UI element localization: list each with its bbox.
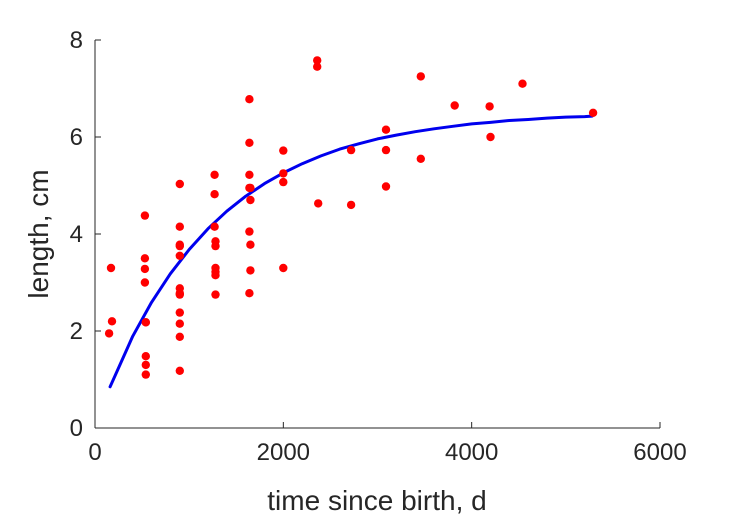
data-point: [140, 254, 150, 263]
data-point: [106, 263, 116, 273]
data-point: [381, 125, 391, 134]
data-point: [175, 319, 184, 328]
x-tick-label: 4000: [445, 439, 498, 466]
data-point: [175, 222, 184, 231]
data-point: [141, 352, 150, 361]
data-point: [141, 370, 150, 379]
data-point: [246, 240, 255, 249]
x-tick-label: 0: [88, 439, 101, 466]
x-tick-label: 6000: [633, 439, 686, 466]
data-point: [416, 154, 425, 163]
data-point: [346, 200, 356, 210]
y-axis-label: length, cm: [23, 169, 54, 298]
data-point: [175, 241, 184, 251]
data-point: [211, 267, 220, 276]
points-layer: [104, 56, 598, 379]
data-point: [246, 266, 255, 275]
data-point: [588, 108, 598, 118]
y-tick-label: 0: [70, 415, 83, 442]
data-point: [245, 289, 254, 298]
y-tick-label: 2: [70, 318, 83, 345]
data-point: [140, 211, 150, 220]
y-tick-label: 6: [70, 124, 83, 151]
data-point: [246, 195, 255, 205]
x-tick-label: 2000: [257, 439, 310, 466]
data-point: [210, 170, 219, 179]
data-point: [175, 332, 184, 341]
data-point: [450, 101, 459, 110]
data-point: [210, 190, 219, 199]
data-point: [107, 317, 117, 326]
data-point: [246, 183, 255, 193]
data-point: [313, 56, 322, 65]
data-point: [104, 329, 114, 338]
data-point: [279, 146, 288, 155]
data-point: [140, 264, 150, 274]
data-point: [279, 177, 288, 187]
y-tick-label: 8: [70, 27, 83, 54]
data-point: [141, 360, 150, 370]
data-point: [175, 308, 184, 317]
data-point: [313, 62, 322, 71]
y-tick-label: 4: [70, 221, 83, 248]
data-point: [175, 251, 184, 260]
data-point: [175, 179, 184, 189]
data-point: [381, 182, 391, 191]
data-point: [211, 290, 220, 299]
data-point: [175, 366, 184, 375]
data-point: [211, 241, 220, 251]
data-point: [245, 138, 254, 147]
data-point: [314, 199, 323, 208]
fit-curve: [108, 114, 594, 389]
data-point: [245, 170, 254, 179]
data-point: [518, 79, 527, 88]
y-ticks: 0 2 4 6 8: [70, 27, 101, 442]
data-point: [486, 132, 495, 142]
data-point: [381, 145, 391, 155]
data-point: [245, 95, 254, 104]
data-point: [346, 145, 356, 155]
data-point: [245, 227, 254, 236]
fit-layer: [108, 114, 594, 389]
data-point: [141, 318, 150, 327]
data-point: [485, 102, 494, 111]
data-point: [210, 222, 219, 231]
data-point: [175, 290, 184, 299]
x-ticks: 0 2000 4000 6000: [88, 422, 687, 466]
data-point: [140, 278, 150, 287]
data-point: [279, 263, 288, 273]
data-point: [279, 169, 288, 178]
data-point: [416, 72, 425, 81]
x-axis-label: time since birth, d: [267, 485, 486, 516]
